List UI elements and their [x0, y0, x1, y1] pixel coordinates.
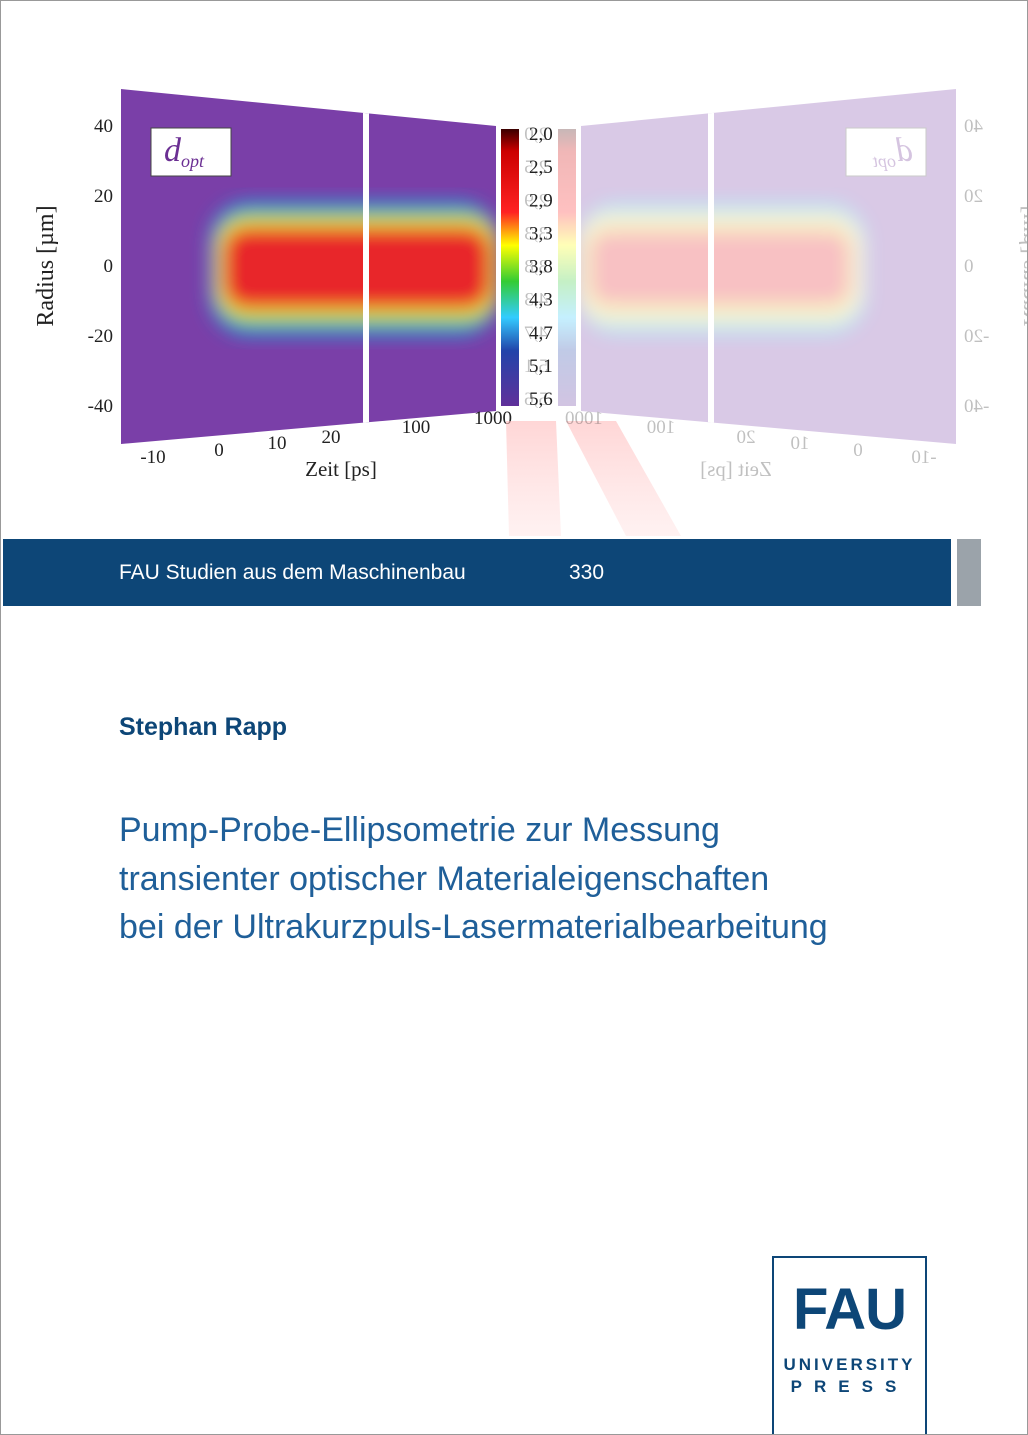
- x-tick: 10: [268, 433, 287, 454]
- series-band: FAU Studien aus dem Maschinenbau 330: [3, 539, 951, 606]
- publisher-logo: FAU UNIVERSITY PRESS: [772, 1256, 927, 1434]
- logo-line: PRESS: [790, 1377, 909, 1396]
- y-tick: 40: [94, 116, 113, 137]
- title-line: Pump-Probe-Ellipsometrie zur Messung: [119, 811, 720, 849]
- x-label: Zeit [ps]: [305, 457, 377, 481]
- x-tick: -10: [140, 447, 165, 468]
- logo-line: UNIVERSITY: [783, 1355, 916, 1374]
- y-tick: 20: [94, 186, 113, 207]
- accent-block: [957, 539, 981, 606]
- author: Stephan Rapp: [119, 713, 288, 741]
- y-label: Radius [µm]: [33, 205, 59, 326]
- series-number: 330: [569, 561, 605, 584]
- y-tick: -20: [88, 326, 113, 347]
- x-tick: 0: [214, 440, 224, 461]
- svg-text:dopt: dopt: [164, 132, 205, 171]
- x-tick: 20: [322, 427, 341, 448]
- inset-main: d: [164, 132, 182, 169]
- title-line: bei der Ultrakurzpuls-Lasermaterialbearb…: [119, 908, 828, 946]
- title-line: transienter optischer Materialeigenschaf…: [119, 860, 770, 898]
- x-tick: 1000: [474, 408, 512, 429]
- inset-sub: opt: [181, 151, 205, 171]
- series-name: FAU Studien aus dem Maschinenbau: [119, 561, 466, 584]
- figure: dopt 40 20 0 -20 -40 Radius [µm] -10 0 1…: [33, 1, 1027, 536]
- logo-mark: FAU: [793, 1277, 907, 1342]
- x-tick: 100: [402, 417, 431, 438]
- y-tick: -40: [88, 396, 113, 417]
- y-tick: 0: [104, 256, 114, 277]
